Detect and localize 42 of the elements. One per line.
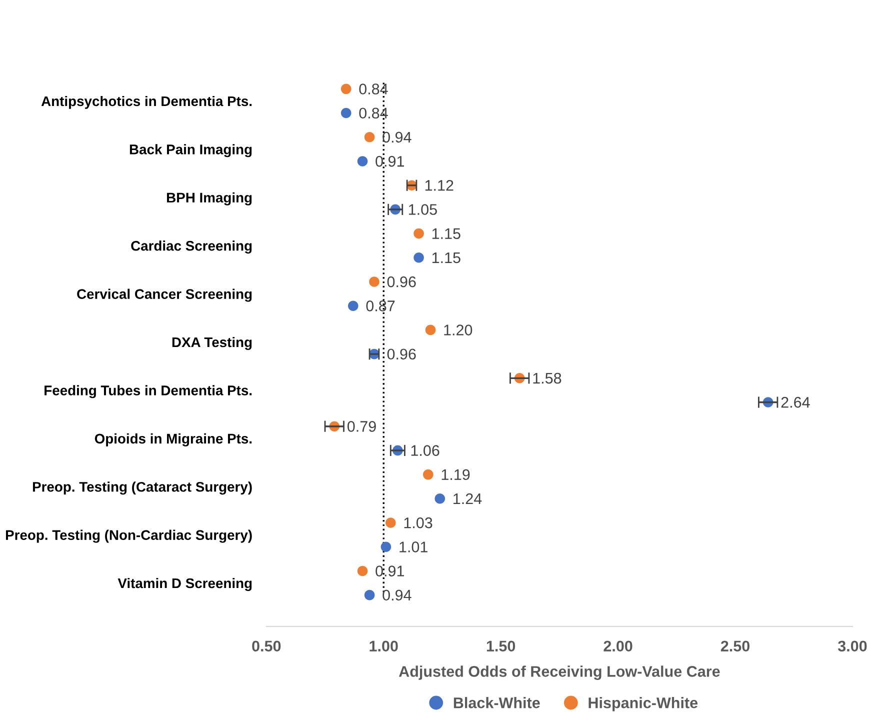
data-label: 0.96 xyxy=(387,348,416,360)
data-label: 2.64 xyxy=(781,396,810,408)
y-tick-label: Back Pain Imaging xyxy=(130,144,252,158)
data-label: 1.15 xyxy=(432,228,460,240)
data-label: 0.96 xyxy=(387,276,416,288)
data-label: 1.03 xyxy=(404,517,432,528)
data-label: 1.06 xyxy=(411,445,440,456)
y-tick-label: Preop. Testing (Non-Cardiac Surgery) xyxy=(6,530,252,543)
data-label: 0.91 xyxy=(376,566,404,576)
x-tick-label: 2.00 xyxy=(604,640,632,652)
y-tick-label: Antipsychotics in Dementia Pts. xyxy=(41,96,252,109)
data-label: 1.12 xyxy=(425,180,454,191)
y-tick-label: Cardiac Screening xyxy=(131,240,252,254)
x-axis-title: Adjusted Odds of Receiving Low-Value Care xyxy=(398,666,720,680)
data-label: 0.91 xyxy=(376,156,404,167)
data-label: 1.24 xyxy=(454,493,482,504)
y-tick-label: Preop. Testing (Cataract Surgery) xyxy=(32,482,252,495)
legend-label: Hispanic-White xyxy=(588,697,698,712)
legend-label: Black-White xyxy=(454,697,540,708)
data-label: 1.19 xyxy=(442,469,470,480)
y-tick-label: BPH Imaging xyxy=(167,192,252,206)
y-tick-label: Feeding Tubes in Dementia Pts. xyxy=(44,385,252,398)
data-label: 0.84 xyxy=(359,84,388,94)
data-label: 0.94 xyxy=(382,132,412,143)
x-tick-label: 1.00 xyxy=(370,640,398,652)
data-label: 0.84 xyxy=(359,108,388,119)
y-tick-label: DXA Testing xyxy=(172,336,252,350)
x-tick-label: 3.00 xyxy=(838,640,867,652)
data-label: 0.94 xyxy=(382,590,412,601)
data-label: 1.01 xyxy=(400,542,428,552)
y-tick-label: Opioids in Migraine Pts. xyxy=(94,433,252,446)
data-label: 0.87 xyxy=(366,300,395,312)
data-label: 1.05 xyxy=(409,204,437,215)
data-label: 1.58 xyxy=(533,372,562,384)
x-tick-label: 2.50 xyxy=(720,640,750,652)
x-tick-label: 0.50 xyxy=(252,640,281,652)
data-label: 1.15 xyxy=(432,252,460,264)
x-tick-label: 1.50 xyxy=(486,640,516,652)
y-tick-label: Cervical Cancer Screening xyxy=(77,288,252,302)
y-tick-label: Vitamin D Screening xyxy=(118,578,252,591)
data-label: 0.79 xyxy=(347,421,376,432)
data-label: 1.20 xyxy=(444,324,472,336)
